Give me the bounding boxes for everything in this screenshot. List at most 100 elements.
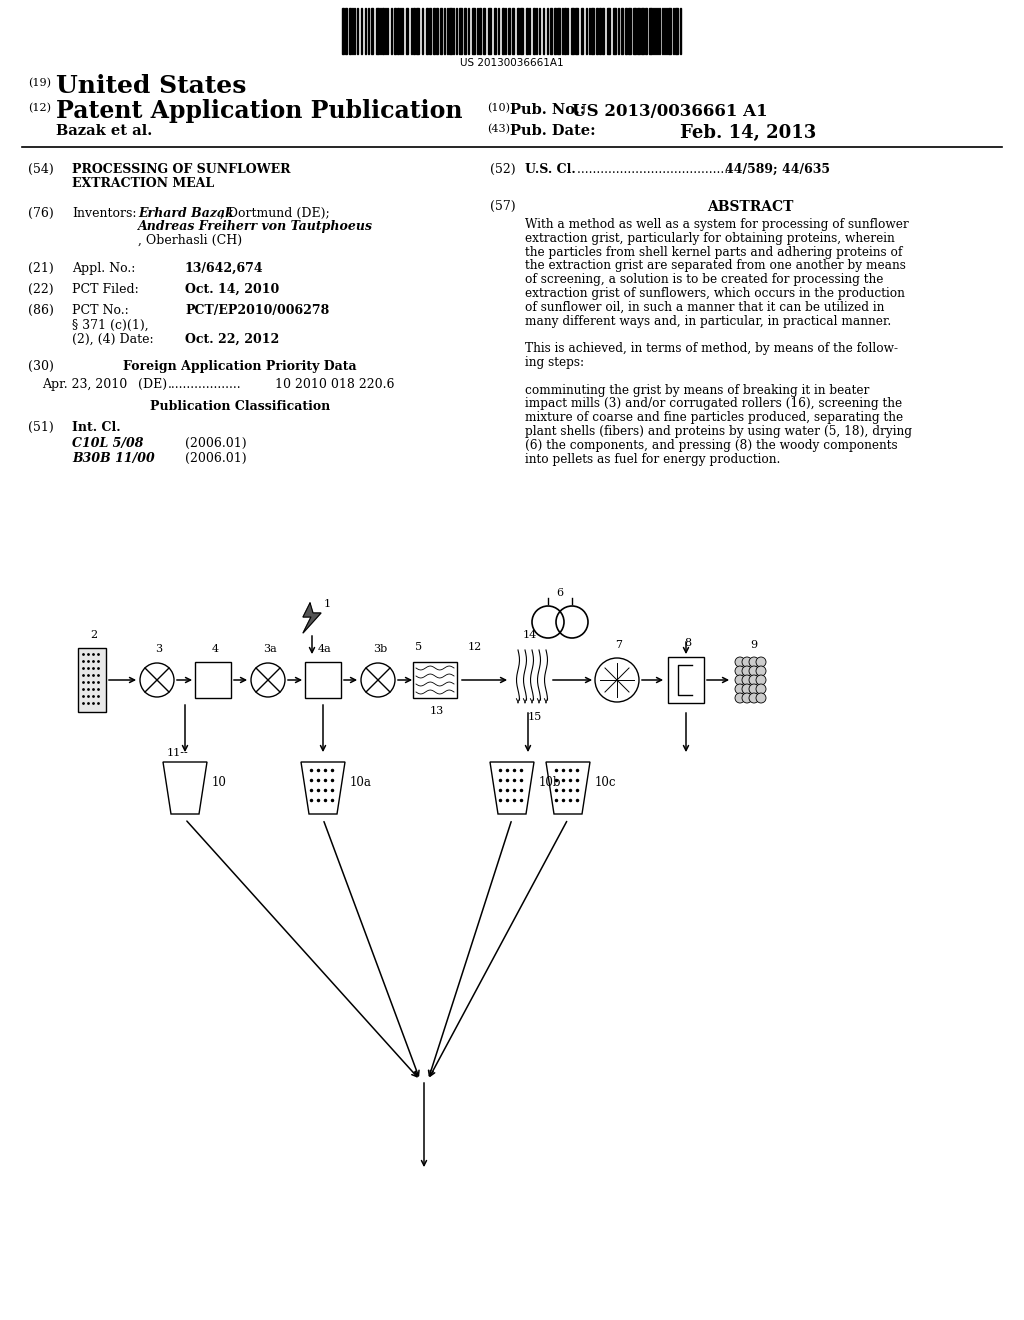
Circle shape <box>735 684 745 694</box>
Circle shape <box>756 657 766 667</box>
Text: Inventors:: Inventors: <box>72 207 136 220</box>
Circle shape <box>756 693 766 704</box>
Text: Andreas Freiherr von Tautphoeus: Andreas Freiherr von Tautphoeus <box>138 220 373 234</box>
Polygon shape <box>546 762 590 814</box>
Text: 44/589; 44/635: 44/589; 44/635 <box>725 162 830 176</box>
Text: (57): (57) <box>490 201 516 213</box>
Bar <box>534 8 535 54</box>
Text: Pub. No.:: Pub. No.: <box>510 103 586 117</box>
Circle shape <box>742 684 752 694</box>
Text: 4a: 4a <box>318 644 332 653</box>
Text: Patent Application Publication: Patent Application Publication <box>56 99 463 123</box>
Polygon shape <box>303 603 321 634</box>
Text: (2), (4) Date:: (2), (4) Date: <box>72 333 154 346</box>
Circle shape <box>749 693 759 704</box>
Text: Apr. 23, 2010: Apr. 23, 2010 <box>42 378 127 391</box>
Text: Oct. 14, 2010: Oct. 14, 2010 <box>185 282 280 296</box>
Bar <box>429 8 431 54</box>
Text: (22): (22) <box>28 282 53 296</box>
Bar <box>649 8 652 54</box>
Polygon shape <box>301 762 345 814</box>
Text: (51): (51) <box>28 421 53 434</box>
Text: Appl. No.:: Appl. No.: <box>72 261 135 275</box>
Text: (30): (30) <box>28 360 54 374</box>
Text: 3a: 3a <box>263 644 276 653</box>
Circle shape <box>735 675 745 685</box>
Bar <box>526 8 528 54</box>
Text: of screening, a solution is to be created for processing the: of screening, a solution is to be create… <box>525 273 884 286</box>
Text: PROCESSING OF SUNFLOWER: PROCESSING OF SUNFLOWER <box>72 162 291 176</box>
Bar <box>675 8 678 54</box>
Text: ........................................: ........................................ <box>573 162 732 176</box>
Text: into pellets as fuel for energy production.: into pellets as fuel for energy producti… <box>525 453 780 466</box>
Circle shape <box>749 657 759 667</box>
Text: (76): (76) <box>28 207 53 220</box>
Bar <box>502 8 504 54</box>
Text: 13/642,674: 13/642,674 <box>185 261 263 275</box>
Bar <box>345 8 347 54</box>
Circle shape <box>749 667 759 676</box>
Text: many different ways and, in particular, in practical manner.: many different ways and, in particular, … <box>525 314 891 327</box>
Text: Oct. 22, 2012: Oct. 22, 2012 <box>185 333 280 346</box>
Bar <box>78 648 106 711</box>
Text: plant shells (fibers) and proteins by using water (5, 18), drying: plant shells (fibers) and proteins by us… <box>525 425 912 438</box>
Text: extraction grist of sunflowers, which occurs in the production: extraction grist of sunflowers, which oc… <box>525 286 905 300</box>
Bar <box>376 8 379 54</box>
Text: 14: 14 <box>523 630 538 640</box>
Bar <box>607 8 610 54</box>
Bar <box>637 8 640 54</box>
Circle shape <box>742 657 752 667</box>
Text: This is achieved, in terms of method, by means of the follow-: This is achieved, in terms of method, by… <box>525 342 898 355</box>
Bar <box>394 8 396 54</box>
Bar <box>416 8 419 54</box>
Text: 5: 5 <box>416 642 423 652</box>
Circle shape <box>749 684 759 694</box>
Text: (2006.01): (2006.01) <box>185 451 247 465</box>
Bar <box>591 8 594 54</box>
Text: U.S. Cl.: U.S. Cl. <box>525 162 575 176</box>
Text: (86): (86) <box>28 304 54 317</box>
Text: (12): (12) <box>28 103 51 114</box>
Text: 3b: 3b <box>373 644 387 653</box>
Bar <box>488 8 490 54</box>
Bar <box>464 8 466 54</box>
Bar <box>342 8 344 54</box>
Circle shape <box>756 667 766 676</box>
Text: (52): (52) <box>490 162 516 176</box>
Text: the particles from shell kernel parts and adhering proteins of: the particles from shell kernel parts an… <box>525 246 902 259</box>
Bar <box>195 663 231 698</box>
Text: Int. Cl.: Int. Cl. <box>72 421 121 434</box>
Text: PCT Filed:: PCT Filed: <box>72 282 138 296</box>
Bar <box>305 663 341 698</box>
Bar <box>433 8 435 54</box>
Text: extraction grist, particularly for obtaining proteins, wherein: extraction grist, particularly for obtai… <box>525 232 895 244</box>
Text: Erhard Bazak: Erhard Bazak <box>138 207 233 220</box>
Text: 4: 4 <box>211 644 218 653</box>
Text: 7: 7 <box>615 640 623 649</box>
Circle shape <box>735 693 745 704</box>
Bar <box>371 8 373 54</box>
Text: 2: 2 <box>90 630 97 640</box>
Bar <box>575 8 578 54</box>
Text: 9: 9 <box>751 640 758 649</box>
Circle shape <box>742 693 752 704</box>
Bar <box>550 8 552 54</box>
Bar <box>512 8 514 54</box>
Circle shape <box>756 684 766 694</box>
Circle shape <box>735 657 745 667</box>
Bar <box>596 8 598 54</box>
Bar <box>382 8 384 54</box>
Text: (21): (21) <box>28 261 53 275</box>
Bar <box>483 8 485 54</box>
Circle shape <box>756 675 766 685</box>
Bar <box>397 8 399 54</box>
Bar <box>645 8 647 54</box>
Bar <box>517 8 519 54</box>
Text: the extraction grist are separated from one another by means: the extraction grist are separated from … <box>525 260 906 272</box>
Text: (6) the components, and pressing (8) the woody components: (6) the components, and pressing (8) the… <box>525 438 898 451</box>
Bar <box>633 8 636 54</box>
Text: 6: 6 <box>556 587 563 598</box>
Text: 1: 1 <box>324 599 331 609</box>
Text: ABSTRACT: ABSTRACT <box>707 201 794 214</box>
Text: Pub. Date:: Pub. Date: <box>510 124 596 139</box>
